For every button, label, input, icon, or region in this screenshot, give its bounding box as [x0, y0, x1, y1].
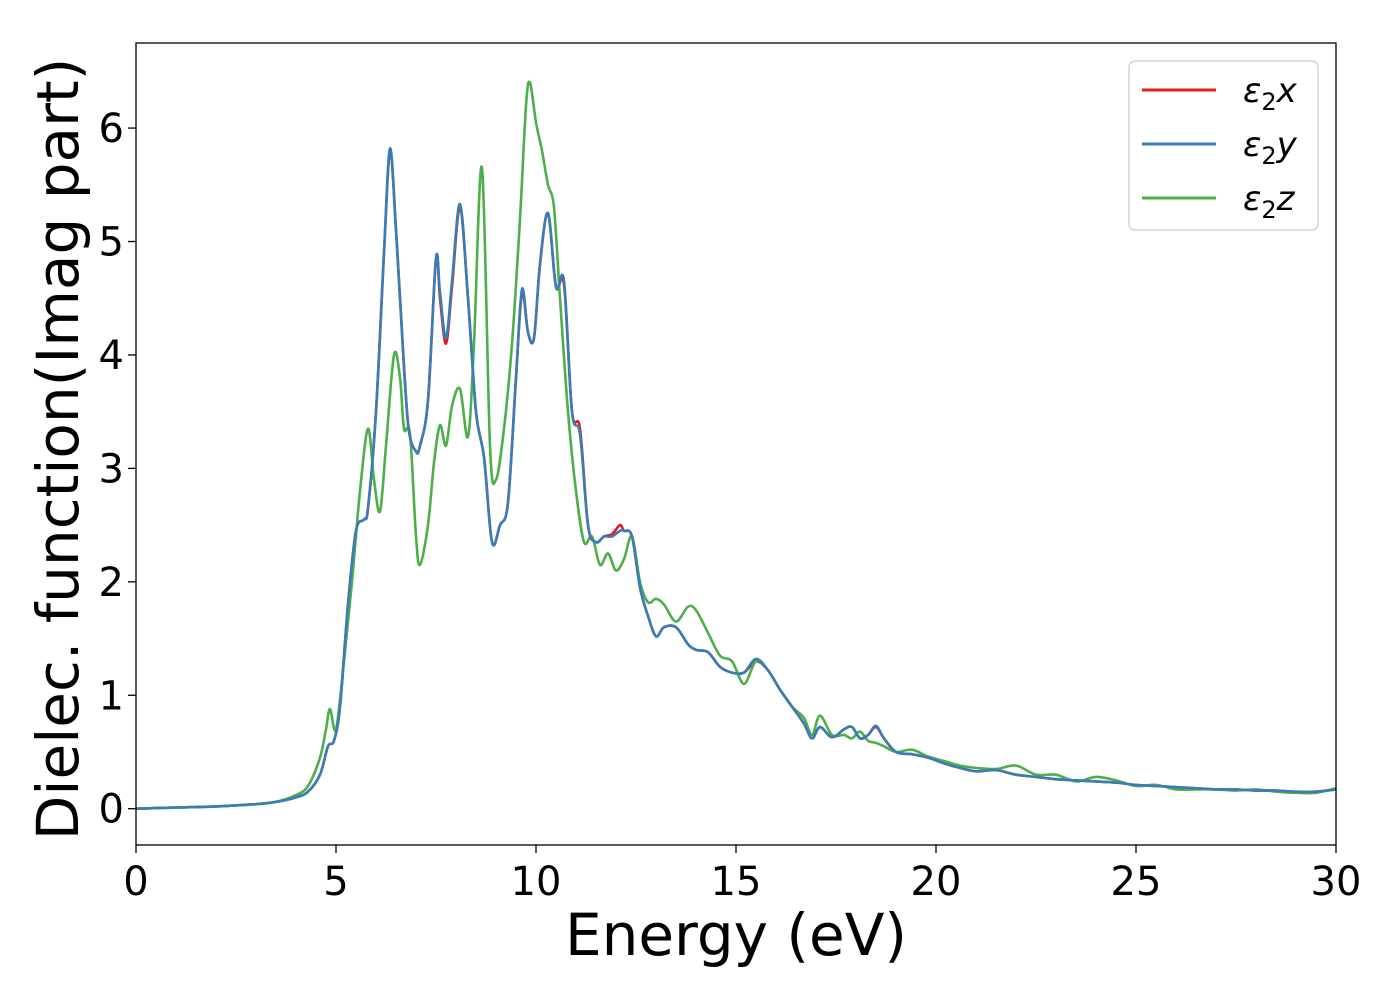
legend-box — [1128, 60, 1319, 231]
legend-label-sub: 2 — [1261, 196, 1276, 224]
y-tick-label: 0 — [99, 787, 124, 833]
legend-label-suffix: z — [1276, 179, 1296, 219]
y-axis: 0 1 2 3 4 5 6 — [99, 106, 136, 833]
legend-label-base: ε — [1243, 71, 1261, 111]
legend-label-sub: 2 — [1261, 142, 1276, 170]
y-axis-title: Dielec. function(Imag part) — [24, 58, 92, 841]
x-tick-label: 30 — [1311, 859, 1362, 905]
x-tick-label: 10 — [511, 859, 562, 905]
x-tick-label: 20 — [911, 859, 962, 905]
y-tick-label: 3 — [99, 446, 124, 492]
x-axis: 0 5 10 15 20 25 30 — [123, 845, 1361, 905]
x-tick-label: 0 — [123, 859, 148, 905]
series-line-y — [135, 147, 1337, 810]
y-tick-label: 2 — [99, 560, 124, 606]
y-tick-label: 5 — [99, 220, 124, 266]
legend-label-y: ε2y — [1243, 125, 1298, 170]
legend-label-base: ε — [1243, 125, 1261, 165]
legend-label-base: ε — [1243, 179, 1261, 219]
series-layer — [135, 80, 1337, 810]
legend-label-suffix: x — [1276, 71, 1298, 111]
y-tick-label: 4 — [99, 333, 124, 379]
y-tick-label: 6 — [99, 106, 124, 152]
legend-label-x: ε2x — [1243, 71, 1298, 116]
legend-label-suffix: y — [1276, 125, 1298, 165]
legend-label-z: ε2z — [1243, 179, 1296, 224]
legend-label-sub: 2 — [1261, 88, 1276, 116]
x-tick-label: 15 — [711, 859, 762, 905]
x-tick-label: 25 — [1111, 859, 1162, 905]
x-axis-title: Energy (eV) — [565, 901, 907, 969]
y-tick-label: 1 — [99, 673, 124, 719]
x-tick-label: 5 — [323, 859, 348, 905]
series-line-z — [135, 80, 1337, 810]
